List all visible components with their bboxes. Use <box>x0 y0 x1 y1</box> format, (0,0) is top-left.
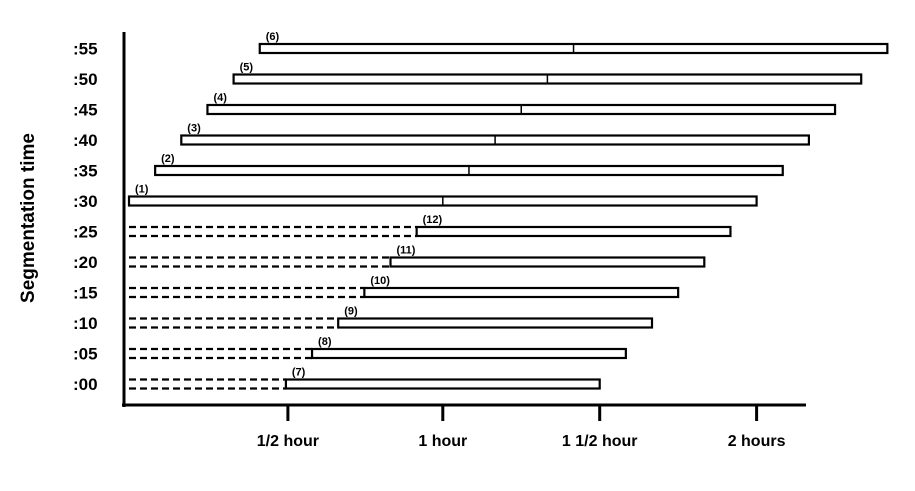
segment-box <box>389 256 706 268</box>
segment-bars: (7) (8) (9) (10) (11) (12) (1) (2) (3) (4) (5) (6) <box>127 31 889 390</box>
segment: (2) <box>154 153 784 177</box>
segment: (4) <box>206 92 837 116</box>
segment-box <box>310 347 627 360</box>
segment-id-label: (10) <box>370 275 390 287</box>
segment-box <box>337 317 654 329</box>
segment-id-label: (9) <box>344 306 358 318</box>
segment: (1) <box>127 184 758 207</box>
segment: (9) <box>129 306 654 329</box>
y-tick-label: :25 <box>73 223 98 242</box>
segment: (7) <box>129 367 601 390</box>
segment-id-label: (1) <box>135 184 149 196</box>
axes <box>122 32 806 421</box>
segment-box <box>284 378 601 390</box>
segment-id-label: (11) <box>397 245 416 257</box>
segment: (11) <box>129 245 706 268</box>
x-tick-label: 2 hours <box>728 433 786 450</box>
segment-id-label: (2) <box>161 153 175 165</box>
segment: (10) <box>129 275 680 299</box>
y-tick-label: :30 <box>73 192 98 211</box>
segment: (3) <box>180 123 810 146</box>
segment-id-label: (7) <box>292 367 306 379</box>
y-tick-label: :35 <box>73 162 98 181</box>
y-tick-label: :55 <box>73 40 98 59</box>
y-tick-label: :20 <box>73 253 98 272</box>
segment-id-label: (4) <box>213 92 227 104</box>
segment-id-label: (6) <box>266 31 280 43</box>
segment-box <box>363 286 680 299</box>
segment-id-label: (12) <box>423 214 443 226</box>
x-tick-label: 1 hour <box>418 433 467 450</box>
x-tick-label: 1 1/2 hour <box>562 433 638 450</box>
y-tick-label: :15 <box>73 284 98 303</box>
segment-box <box>415 225 732 238</box>
x-tick-labels: 1/2 hour 1 hour 1 1/2 hour 2 hours <box>257 433 786 450</box>
segment-id-label: (5) <box>240 62 254 74</box>
y-tick-label: :05 <box>73 345 98 364</box>
segment-id-label: (8) <box>318 336 332 348</box>
y-tick-label: :50 <box>73 70 98 89</box>
segment: (8) <box>129 336 627 360</box>
y-tick-label: :40 <box>73 131 98 150</box>
y-tick-label: :45 <box>73 101 98 120</box>
segment-id-label: (3) <box>187 123 201 135</box>
x-tick-label: 1/2 hour <box>257 433 319 450</box>
segment: (5) <box>232 62 863 85</box>
segment: (6) <box>258 31 889 55</box>
segment: (12) <box>129 214 732 238</box>
y-axis-title: Segmentation time <box>18 133 39 303</box>
y-tick-label: :00 <box>73 375 98 394</box>
y-tick-label: :10 <box>73 314 98 333</box>
y-tick-labels: :00 :05 :10 :15 :20 :25 :30 :35 :40 :45 :50 :55 <box>73 40 98 395</box>
y-axis-title-group: Segmentation time <box>18 133 39 303</box>
